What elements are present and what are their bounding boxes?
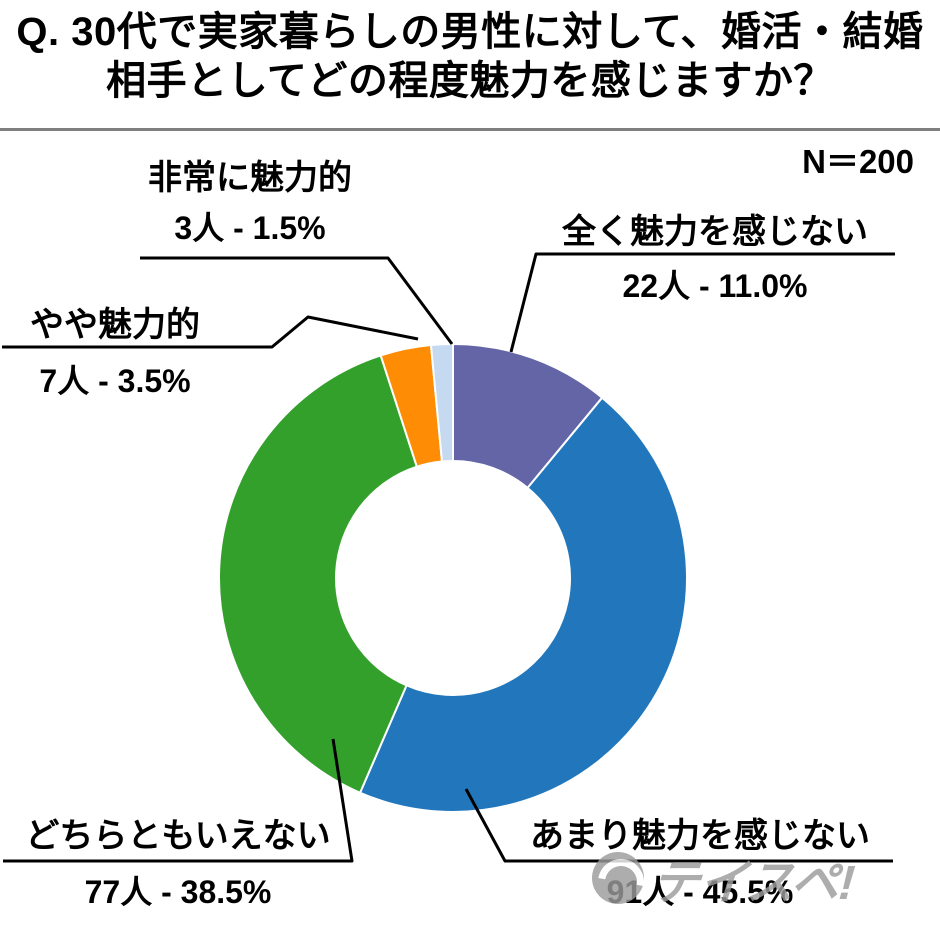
callout-count-not-at-all: 22人 - 11.0%	[622, 268, 808, 304]
title-divider	[0, 128, 940, 131]
callout-label-neutral: どちらともいえない	[25, 817, 331, 855]
question-title: Q. 30代で実家暮らしの男性に対して、婚活・結婚 相手としてどの程度魅力を感じ…	[0, 8, 940, 106]
donut-segment-5	[429, 342, 454, 463]
callout-count-somewhat-attractive: 7人 - 3.5%	[39, 363, 191, 399]
leader-lines-group	[2, 252, 895, 863]
callout-count-neutral: 77人 - 38.5%	[84, 874, 272, 910]
donut-segment-3	[218, 354, 419, 795]
callout-label-very-attractive: 非常に魅力的	[148, 159, 352, 197]
callout-label-somewhat-attractive: やや魅力的	[30, 306, 200, 344]
donut-slices-group	[218, 342, 688, 813]
sample-size-label: N＝200	[802, 143, 914, 180]
question-title-line2: 相手としてどの程度魅力を感じますか？	[106, 58, 834, 103]
callout-label-not-at-all: 全く魅力を感じない	[562, 213, 868, 251]
question-title-line1: Q. 30代で実家暮らしの男性に対して、婚活・結婚	[16, 10, 924, 54]
leader-line-not-at-all	[509, 252, 895, 353]
watermark-logo-icon	[588, 849, 654, 915]
callout-label-not-very: あまり魅力を感じない	[530, 817, 870, 855]
callout-count-very-attractive: 3人 - 1.5%	[174, 210, 326, 246]
watermark-swirl-icon	[588, 849, 654, 915]
leader-line-not-very	[464, 788, 893, 863]
leader-line-neutral	[3, 738, 354, 863]
watermark-text: テイスペ!	[649, 857, 857, 910]
leader-line-very-attractive	[140, 256, 454, 345]
leader-line-somewhat-attractive	[2, 315, 419, 349]
donut-segment-2	[358, 396, 688, 813]
watermark: テイスペ!	[588, 842, 940, 915]
